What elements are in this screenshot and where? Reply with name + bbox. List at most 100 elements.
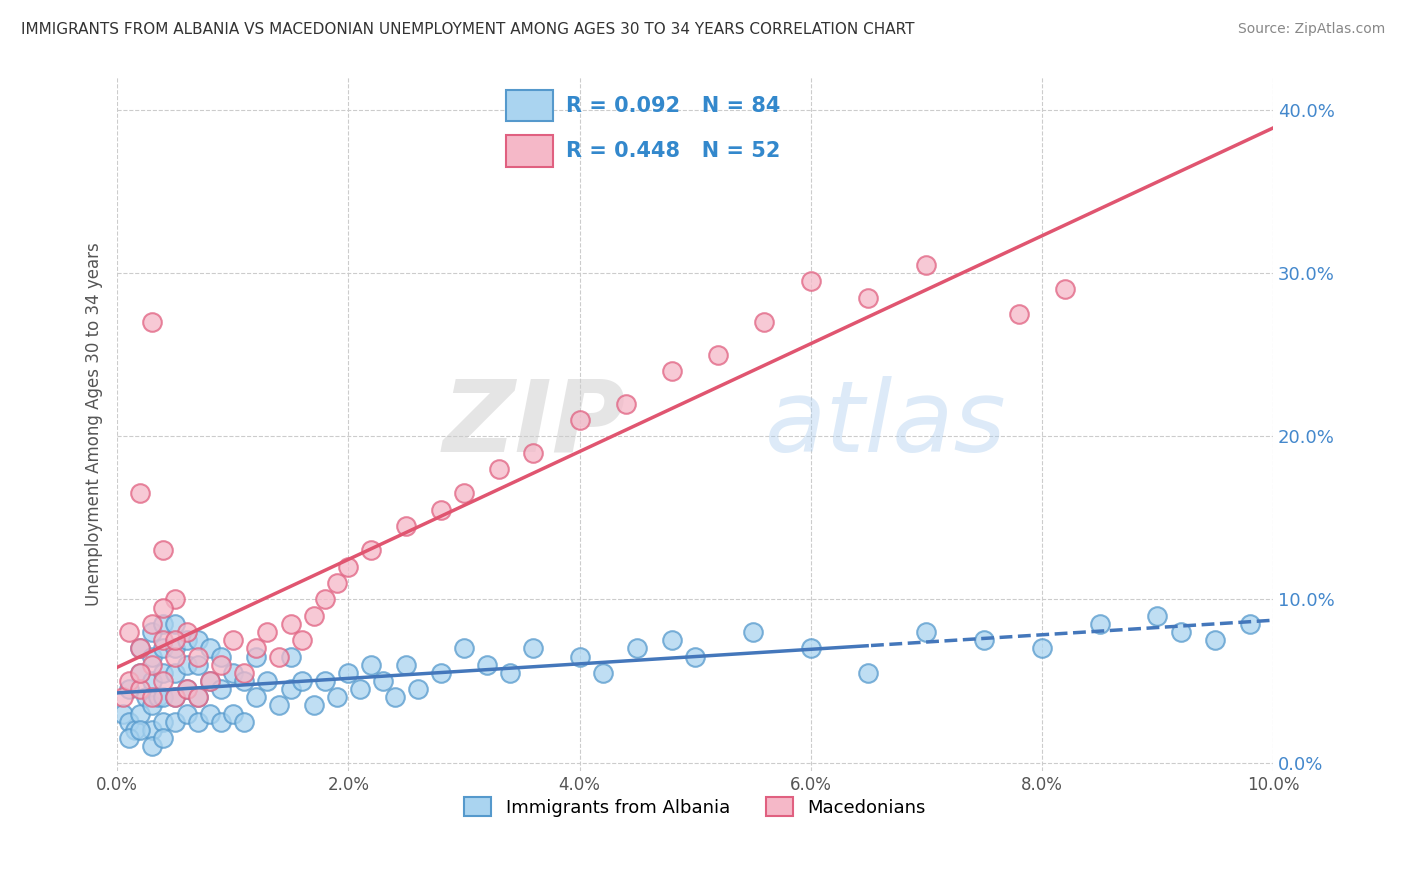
Point (129, 486, 152, 500)
Point (129, 682, 152, 697)
Point (291, 633, 314, 648)
Point (280, 616, 302, 631)
Point (152, 633, 174, 648)
Point (1146, 608, 1168, 623)
Point (314, 592, 336, 607)
Point (371, 673, 394, 688)
Point (141, 739, 163, 754)
Point (800, 274, 823, 288)
Point (1170, 625, 1192, 640)
Text: R = 0.092   N = 84: R = 0.092 N = 84 (567, 95, 780, 116)
Point (233, 714, 256, 729)
Point (176, 682, 198, 697)
Point (430, 502, 453, 516)
Point (267, 698, 290, 713)
Point (233, 665, 256, 680)
Point (267, 649, 290, 664)
Text: ZIP: ZIP (443, 376, 626, 473)
Point (707, 348, 730, 362)
Point (141, 315, 163, 329)
Point (233, 673, 256, 688)
Point (152, 714, 174, 729)
Point (384, 690, 406, 705)
Point (800, 641, 823, 656)
Point (141, 673, 163, 688)
Point (187, 633, 209, 648)
Text: R = 0.448   N = 52: R = 0.448 N = 52 (567, 141, 780, 161)
Point (141, 649, 163, 664)
Point (141, 698, 163, 713)
Point (245, 649, 267, 664)
Text: atlas: atlas (765, 376, 1007, 473)
Legend: Immigrants from Albania, Macedonians: Immigrants from Albania, Macedonians (457, 790, 934, 824)
Point (129, 665, 152, 680)
Point (302, 698, 325, 713)
Point (209, 714, 232, 729)
Point (141, 657, 163, 672)
Point (395, 657, 418, 672)
Point (141, 690, 163, 705)
Point (129, 641, 152, 656)
Point (163, 633, 186, 648)
Point (222, 633, 245, 648)
Point (360, 657, 382, 672)
Point (163, 690, 186, 705)
Point (198, 641, 221, 656)
Point (280, 682, 302, 697)
Point (406, 682, 429, 697)
Point (129, 641, 152, 656)
Point (187, 714, 209, 729)
Point (245, 641, 267, 656)
Point (245, 690, 267, 705)
Point (614, 397, 637, 411)
Point (256, 625, 278, 640)
Point (152, 641, 174, 656)
Point (111, 690, 134, 705)
Point (198, 673, 221, 688)
Point (152, 600, 174, 615)
Point (314, 673, 336, 688)
Point (475, 657, 498, 672)
Point (222, 706, 245, 721)
Point (683, 649, 706, 664)
Point (187, 657, 209, 672)
Point (152, 731, 174, 745)
Point (1204, 633, 1226, 648)
Point (209, 649, 232, 664)
Point (661, 633, 683, 648)
Point (349, 682, 371, 697)
Point (661, 364, 683, 378)
Point (302, 608, 325, 623)
Point (163, 690, 186, 705)
Point (118, 673, 141, 688)
Point (198, 706, 221, 721)
Point (176, 682, 198, 697)
Point (141, 616, 163, 631)
Point (198, 673, 221, 688)
Point (209, 657, 232, 672)
Point (973, 633, 995, 648)
Point (163, 649, 186, 664)
Text: Source: ZipAtlas.com: Source: ZipAtlas.com (1237, 22, 1385, 37)
Point (163, 592, 186, 607)
Point (280, 649, 302, 664)
Text: IMMIGRANTS FROM ALBANIA VS MACEDONIAN UNEMPLOYMENT AMONG AGES 30 TO 34 YEARS COR: IMMIGRANTS FROM ALBANIA VS MACEDONIAN UN… (21, 22, 914, 37)
Bar (506, 136, 553, 167)
Point (176, 657, 198, 672)
Point (187, 649, 209, 664)
Y-axis label: Unemployment Among Ages 30 to 34 years: Unemployment Among Ages 30 to 34 years (86, 243, 103, 606)
Point (176, 625, 198, 640)
Point (124, 723, 146, 737)
Point (152, 665, 174, 680)
Point (118, 714, 141, 729)
Point (1239, 616, 1261, 631)
Point (111, 706, 134, 721)
Point (499, 665, 522, 680)
Point (453, 486, 475, 500)
Point (858, 291, 880, 305)
Point (163, 714, 186, 729)
Point (337, 559, 360, 574)
Point (187, 690, 209, 705)
Point (326, 576, 349, 591)
Point (222, 665, 245, 680)
